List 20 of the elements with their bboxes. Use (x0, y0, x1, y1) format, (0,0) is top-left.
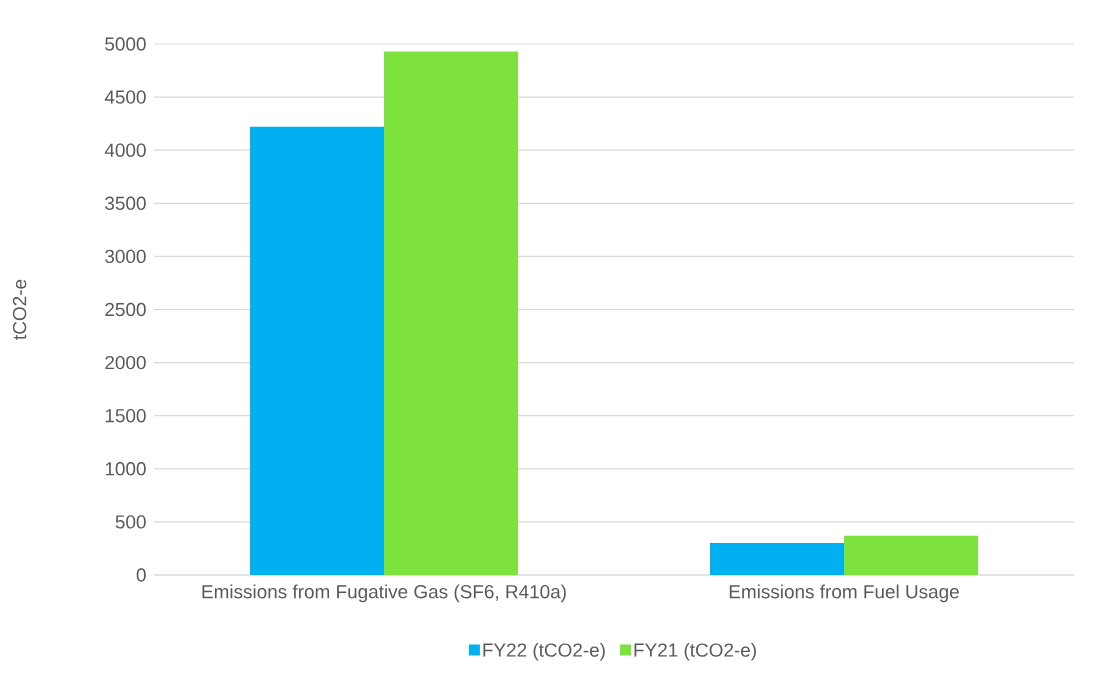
y-tick-label: 0 (136, 568, 146, 582)
y-axis-title: tCO2-e (12, 279, 27, 340)
x-tick-label: Emissions from Fuel Usage (729, 584, 959, 603)
y-tick-label: 1500 (105, 408, 146, 423)
y-tick-label: 2500 (105, 302, 146, 317)
bar (710, 543, 845, 575)
y-tick-label: 1000 (105, 462, 146, 476)
legend-label: FY21 (tCO2-e) (634, 642, 756, 661)
bar (844, 535, 979, 575)
bar (250, 126, 385, 575)
bar (384, 51, 519, 575)
y-tick-label: 2000 (105, 355, 146, 370)
y-tick-label: 500 (115, 515, 146, 529)
y-tick-label: 3000 (105, 249, 146, 264)
x-tick-label: Emissions from Fugative Gas (SF6, R410a) (202, 584, 566, 603)
y-tick-label: 3500 (105, 196, 146, 210)
y-tick-label: 5000 (105, 37, 146, 51)
y-tick-label: 4500 (104, 90, 146, 104)
legend-label: FY22 (tCO2-e) (483, 642, 605, 661)
y-tick-label: 4000 (104, 143, 146, 157)
